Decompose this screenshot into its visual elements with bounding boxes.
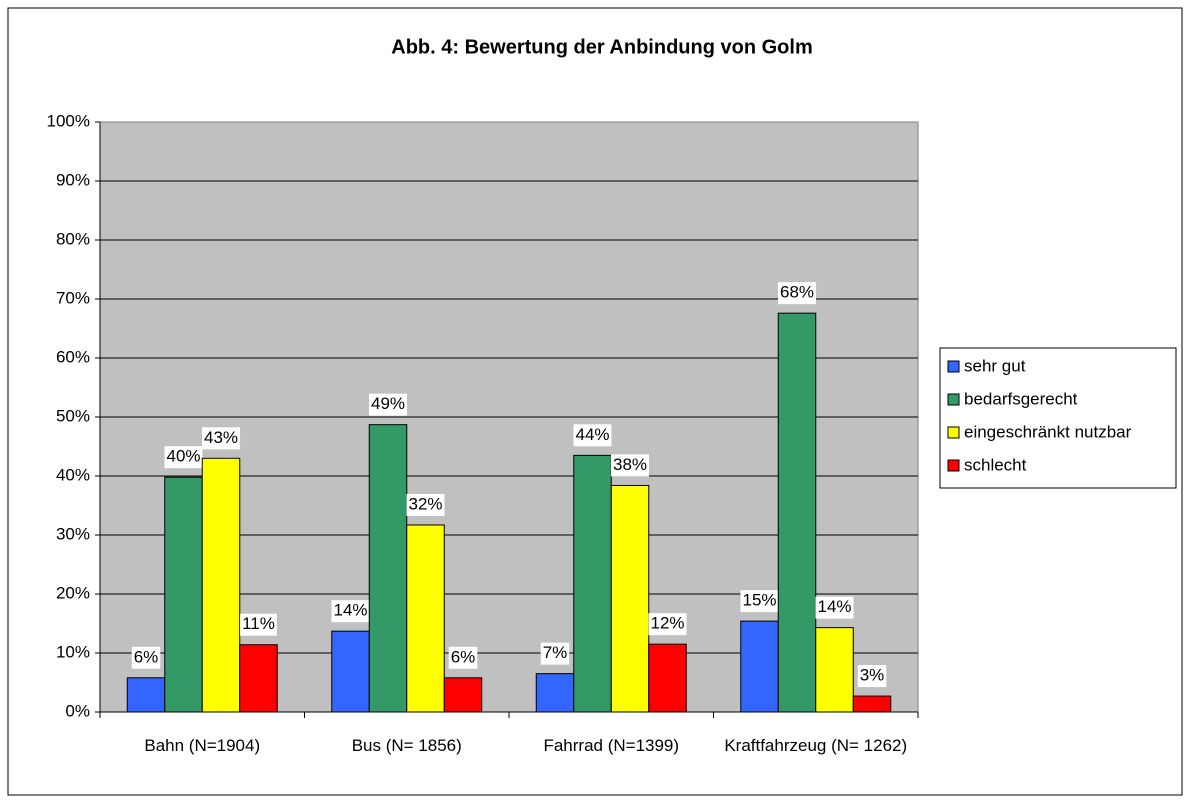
bar [239, 644, 278, 713]
legend-label: schlecht [964, 455, 1027, 474]
data-label-bg [610, 454, 650, 477]
bar [740, 620, 779, 713]
bar [331, 630, 370, 713]
data-label-bg [131, 646, 161, 669]
y-tick-label: 10% [56, 642, 90, 661]
bar [573, 454, 612, 713]
bar [164, 476, 203, 713]
data-label: 43% [204, 428, 238, 447]
data-label-bg [240, 613, 277, 636]
data-label-bg [406, 493, 445, 516]
legend-swatch [947, 393, 960, 406]
bar [777, 312, 817, 713]
data-label: 11% [242, 614, 275, 633]
data-label: 12% [650, 614, 684, 633]
bar [126, 677, 166, 713]
bar [815, 627, 854, 713]
legend-label: eingeschränkt nutzbar [964, 422, 1132, 441]
legend-label: bedarfsgerecht [964, 389, 1078, 408]
legend-swatch [947, 360, 960, 373]
y-tick-label: 60% [56, 347, 90, 366]
legend-swatch [947, 426, 960, 439]
bar [535, 673, 575, 713]
x-tick-label: Kraftfahrzeug (N= 1262) [724, 736, 908, 755]
data-label-bg [448, 646, 478, 669]
data-label-bg [777, 282, 817, 305]
y-tick-label: 30% [56, 524, 90, 543]
data-label-bg [540, 642, 570, 665]
data-label: 7% [543, 643, 568, 662]
bar [201, 457, 241, 713]
y-tick-label: 90% [56, 170, 90, 189]
data-label-bg [815, 596, 854, 619]
y-tick-label: 20% [56, 583, 90, 602]
data-label: 6% [134, 647, 159, 666]
legend-label: sehr gut [964, 356, 1026, 375]
x-tick-label: Bus (N= 1856) [351, 736, 462, 755]
y-tick-label: 100% [47, 111, 90, 130]
data-label-bg [201, 427, 241, 450]
bar [852, 695, 892, 713]
data-label: 3% [860, 666, 885, 685]
data-label: 15% [742, 591, 776, 610]
data-label-bg [740, 590, 779, 613]
data-label: 38% [613, 455, 647, 474]
legend-swatch [947, 459, 960, 472]
y-tick-label: 50% [56, 406, 90, 425]
x-tick-label: Fahrrad (N=1399) [543, 736, 680, 755]
data-label-bg [164, 446, 203, 469]
data-label-bg [573, 424, 612, 447]
data-label: 40% [166, 447, 200, 466]
data-label: 68% [780, 283, 814, 302]
data-label: 14% [817, 597, 851, 616]
bar [406, 524, 445, 713]
x-tick-label: Bahn (N=1904) [144, 736, 261, 755]
chart-title: Abb. 4: Bewertung der Anbindung von Golm [391, 36, 812, 58]
y-tick-label: 80% [56, 229, 90, 248]
y-tick-label: 0% [65, 701, 90, 720]
data-label: 44% [575, 425, 609, 444]
data-label: 49% [371, 394, 405, 413]
data-label-bg [331, 600, 370, 623]
data-label-bg [648, 613, 687, 636]
data-label: 6% [451, 647, 476, 666]
legend [939, 347, 1177, 489]
bar [368, 424, 408, 713]
bar [648, 643, 687, 713]
y-tick-label: 70% [56, 288, 90, 307]
data-label: 32% [408, 494, 442, 513]
data-label-bg [368, 393, 408, 416]
bar [443, 677, 483, 713]
data-label-bg [857, 665, 887, 688]
y-tick-label: 40% [56, 465, 90, 484]
bar [610, 484, 650, 713]
data-label: 14% [333, 601, 367, 620]
